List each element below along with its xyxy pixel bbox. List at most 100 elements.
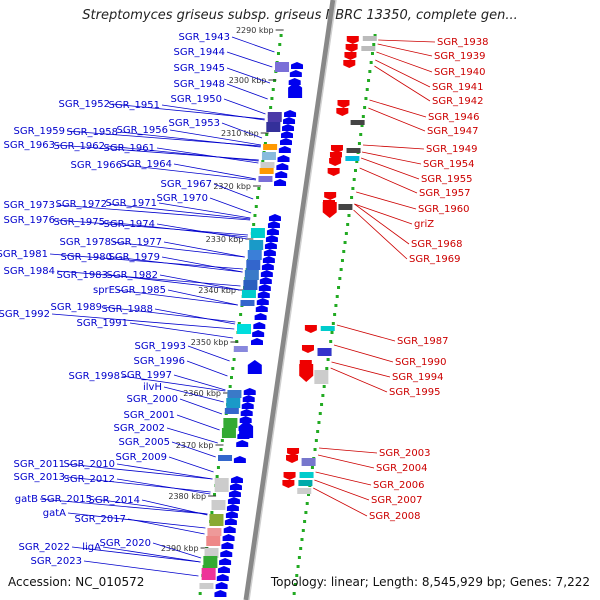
right-gene-label[interactable]: SGR_1995 <box>389 387 441 398</box>
left-gene-label[interactable]: SGR_2013 <box>14 472 66 483</box>
left-gene-label[interactable]: SGR_1948 <box>174 79 226 90</box>
reverse-gene <box>299 364 314 382</box>
left-gene-label[interactable]: SGR_1952 <box>59 99 111 110</box>
left-gene-label[interactable]: SGR_1985 <box>115 285 167 296</box>
left-gene-label[interactable]: SGR_2022 <box>19 542 71 553</box>
left-gene-label[interactable]: SGR_2014 <box>89 495 141 506</box>
left-gene-label[interactable]: SGR_1973 <box>4 200 56 211</box>
left-gene-label[interactable]: SGR_1978 <box>60 237 112 248</box>
left-gene-label[interactable]: SGR_2012 <box>64 474 116 485</box>
right-gene-label[interactable]: SGR_1955 <box>421 174 473 185</box>
right-gene-label[interactable]: SGR_1987 <box>397 336 449 347</box>
left-gene-label[interactable]: ligA <box>82 542 101 553</box>
gene-block <box>207 528 222 536</box>
left-gene-label[interactable]: SGR_1988 <box>102 304 154 315</box>
left-gene-label[interactable]: SGR_2005 <box>119 437 171 448</box>
left-gene-label[interactable]: SGR_1967 <box>161 179 213 190</box>
left-gene-label[interactable]: SGR_2010 <box>64 459 116 470</box>
left-gene-label[interactable]: SGR_1991 <box>77 318 129 329</box>
right-gene-label[interactable]: SGR_1940 <box>434 67 486 78</box>
right-gene-label[interactable]: SGR_2008 <box>369 511 421 522</box>
gene-block <box>338 204 353 210</box>
left-gene-label[interactable]: SGR_1982 <box>107 270 159 281</box>
right-gene-label[interactable]: SGR_1949 <box>426 144 478 155</box>
left-gene-label[interactable]: SGR_1998 <box>69 371 121 382</box>
right-gene-label[interactable]: SGR_1960 <box>418 204 470 215</box>
left-gene-label[interactable]: SGR_1989 <box>51 302 103 313</box>
right-gene-label[interactable]: SGR_1954 <box>423 159 475 170</box>
left-gene-label[interactable]: SGR_2023 <box>31 556 83 567</box>
left-gene-label[interactable]: SGR_1964 <box>121 159 173 170</box>
left-gene-label[interactable]: SGR_2000 <box>127 394 179 405</box>
left-gene-label[interactable]: SGR_2009 <box>116 452 168 463</box>
left-gene-label[interactable]: SGR_1958 <box>67 127 119 138</box>
left-gene-label[interactable]: SGR_1996 <box>134 356 186 367</box>
left-gene-label[interactable]: SGR_1983 <box>57 270 109 281</box>
right-gene-label[interactable]: SGR_1957 <box>419 188 471 199</box>
left-gene-label[interactable]: SGR_2017 <box>75 514 127 525</box>
right-gene-label[interactable]: SGR_1939 <box>434 51 486 62</box>
left-gene-label[interactable]: SGR_1975 <box>54 217 106 228</box>
left-gene-label[interactable]: SGR_1943 <box>179 32 231 43</box>
left-label-line <box>152 542 202 559</box>
left-gene-label[interactable]: SGR_1966 <box>71 160 123 171</box>
left-gene-label[interactable]: SGR_1950 <box>171 94 223 105</box>
left-gene-label[interactable]: SGR_2015 <box>41 494 93 505</box>
right-gene-label[interactable]: SGR_1942 <box>432 96 484 107</box>
left-label-line <box>106 221 248 238</box>
right-gene-label[interactable]: SGR_1941 <box>432 82 484 93</box>
right-gene-label[interactable]: SGR_2007 <box>371 495 423 506</box>
left-label-line <box>213 183 254 200</box>
left-gene-label[interactable]: SGR_1953 <box>169 118 221 129</box>
left-gene-label[interactable]: SGR_1971 <box>106 198 158 209</box>
left-gene-label[interactable]: SGR_1961 <box>104 143 156 154</box>
left-gene-label[interactable]: SGR_1979 <box>109 252 161 263</box>
forward-gene <box>220 550 233 557</box>
left-gene-label[interactable]: SGR_1984 <box>4 266 56 277</box>
left-label-line <box>161 104 265 121</box>
left-gene-label[interactable]: SGR_1963 <box>4 140 56 151</box>
right-gene-label[interactable]: SGR_1947 <box>427 126 479 137</box>
right-gene-label[interactable]: SGR_1946 <box>428 112 480 123</box>
left-gene-label[interactable]: SGR_1959 <box>14 126 66 137</box>
right-label-line <box>369 99 427 118</box>
left-gene-label[interactable]: SGR_1951 <box>109 100 161 111</box>
left-gene-label[interactable]: gatB <box>15 494 38 505</box>
right-gene-label[interactable]: SGR_2003 <box>379 448 431 459</box>
left-gene-label[interactable]: SGR_1945 <box>174 63 226 74</box>
left-gene-label[interactable]: SGR_1956 <box>117 125 169 136</box>
right-label-line <box>362 144 425 150</box>
left-gene-label[interactable]: ilvH <box>143 382 162 393</box>
right-gene-label[interactable]: SGR_1938 <box>437 37 489 48</box>
left-gene-label[interactable]: SGR_2020 <box>100 538 152 549</box>
left-gene-label[interactable]: SGR_1997 <box>121 370 173 381</box>
left-gene-label[interactable]: SGR_1992 <box>0 309 50 320</box>
right-gene-label[interactable]: griZ <box>414 219 434 230</box>
left-gene-label[interactable]: SGR_1981 <box>0 249 48 260</box>
left-gene-label[interactable]: gatA <box>43 508 66 519</box>
left-label-line <box>187 345 230 362</box>
left-gene-label[interactable]: SGR_2002 <box>114 423 166 434</box>
left-gene-label[interactable]: SGR_1974 <box>104 219 156 230</box>
left-label-line <box>109 274 240 291</box>
left-gene-label[interactable]: SGR_1944 <box>174 47 226 58</box>
right-gene-label[interactable]: SGR_1994 <box>392 372 444 383</box>
left-gene-label[interactable]: SGR_1976 <box>4 215 56 226</box>
right-gene-label[interactable]: SGR_1990 <box>395 357 447 368</box>
left-gene-label[interactable]: sprE <box>93 285 115 296</box>
left-gene-label[interactable]: SGR_1962 <box>54 141 106 152</box>
left-label-line <box>158 202 251 219</box>
forward-gene <box>274 179 287 186</box>
right-gene-label[interactable]: SGR_2006 <box>373 480 425 491</box>
left-gene-label[interactable]: SGR_2001 <box>124 410 176 421</box>
left-gene-label[interactable]: SGR_2011 <box>14 459 66 470</box>
accession-text: Accession: NC_010572 <box>8 575 145 589</box>
left-gene-label[interactable]: SGR_1993 <box>135 341 187 352</box>
left-gene-label[interactable]: SGR_1977 <box>111 237 163 248</box>
left-gene-label[interactable]: SGR_1972 <box>56 199 108 210</box>
right-gene-label[interactable]: SGR_1969 <box>409 254 461 265</box>
right-gene-label[interactable]: SGR_2004 <box>376 463 428 474</box>
right-gene-label[interactable]: SGR_1968 <box>411 239 463 250</box>
left-gene-label[interactable]: SGR_1970 <box>157 193 209 204</box>
left-gene-label[interactable]: SGR_1980 <box>61 252 113 263</box>
